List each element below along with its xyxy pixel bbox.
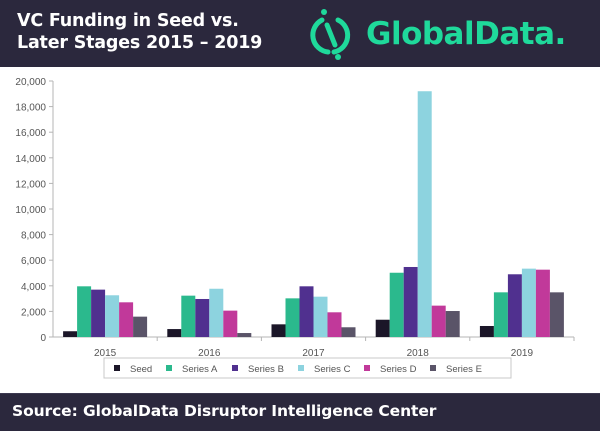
x-tick-label: 2016 xyxy=(198,348,221,359)
bar-series-b-2015 xyxy=(91,289,106,337)
bar-series-b-2018 xyxy=(403,266,418,337)
bar-series-a-2015 xyxy=(77,286,92,337)
bar-series-d-2016 xyxy=(223,310,238,337)
legend-label-series-e: Series E xyxy=(446,364,482,375)
legend-label-seed: Seed xyxy=(130,364,152,375)
y-tick-label: 12,000 xyxy=(15,179,46,190)
bar-series-c-2019 xyxy=(521,268,536,337)
bar-series-e-2015 xyxy=(133,316,148,337)
x-tick-label: 2018 xyxy=(407,348,430,359)
bar-series-d-2017 xyxy=(327,312,342,337)
chart-area: 0 2,000 4,000 6,000 8,000 10,000 12,000 14,000 1… xyxy=(0,67,600,393)
bar-chart: 0 2,000 4,000 6,000 8,000 10,000 12,000 14,000 1… xyxy=(15,77,575,379)
source-text: Source: GlobalData Disruptor Intelligenc… xyxy=(12,402,437,420)
legend-swatch-series-e xyxy=(430,365,436,371)
bar-series-d-2019 xyxy=(535,269,550,337)
y-tick-label: 0 xyxy=(40,333,46,344)
x-tick-label: 2019 xyxy=(511,348,534,359)
bar-series-c-2018 xyxy=(417,91,432,338)
globaldata-logo-icon xyxy=(310,9,351,60)
bar-seed-2018 xyxy=(375,319,390,337)
bar-seed-2019 xyxy=(479,325,494,337)
chart-title-line2: Later Stages 2015 – 2019 xyxy=(17,33,263,53)
legend-swatch-seed xyxy=(114,365,120,371)
legend-label-series-b: Series B xyxy=(248,364,284,375)
y-tick-label: 18,000 xyxy=(15,103,46,114)
legend-swatch-series-b xyxy=(232,365,238,371)
bar-series-a-2016 xyxy=(181,295,196,337)
y-tick-label: 8,000 xyxy=(21,231,46,242)
y-tick-label: 4,000 xyxy=(21,282,46,293)
y-tick-label: 2,000 xyxy=(21,307,46,318)
logo-text: GlobalData. xyxy=(366,16,566,52)
bar-seed-2016 xyxy=(167,329,182,337)
bar-series-a-2019 xyxy=(493,292,508,337)
bar-series-c-2015 xyxy=(105,295,120,337)
bar-series-e-2019 xyxy=(549,292,564,337)
bar-seed-2017 xyxy=(271,324,286,337)
y-tick-label: 20,000 xyxy=(15,77,46,88)
y-tick-label: 16,000 xyxy=(15,128,46,139)
x-tick-label: 2017 xyxy=(302,348,325,359)
legend-label-series-d: Series D xyxy=(380,364,417,375)
bar-series-d-2015 xyxy=(119,302,134,337)
legend-label-series-a: Series A xyxy=(182,364,218,375)
y-tick-label: 6,000 xyxy=(21,256,46,267)
legend-swatch-series-a xyxy=(166,365,172,371)
footer-banner: Source: GlobalData Disruptor Intelligenc… xyxy=(0,393,600,431)
bar-seed-2015 xyxy=(63,331,78,337)
bar-series-a-2017 xyxy=(285,298,300,337)
chart-title-line1: VC Funding in Seed vs. xyxy=(17,11,239,31)
y-tick-label: 10,000 xyxy=(15,205,46,216)
legend-box xyxy=(103,357,512,379)
bar-series-c-2016 xyxy=(209,288,224,337)
legend-swatch-series-c xyxy=(298,365,304,371)
bar-series-b-2017 xyxy=(299,286,314,337)
bar-series-e-2016 xyxy=(237,333,252,337)
bar-series-d-2018 xyxy=(431,305,446,337)
bar-series-b-2016 xyxy=(195,298,210,337)
globaldata-logo: GlobalData. xyxy=(308,8,566,60)
bar-series-e-2018 xyxy=(445,311,460,337)
bar-series-e-2017 xyxy=(341,327,356,337)
legend-label-series-c: Series C xyxy=(314,364,351,375)
chart-title: VC Funding in Seed vs. Later Stages 2015… xyxy=(17,10,262,54)
bar-series-b-2019 xyxy=(507,274,522,337)
bar-series-c-2017 xyxy=(313,296,328,337)
bar-series-a-2018 xyxy=(389,272,404,337)
y-tick-label: 14,000 xyxy=(15,154,46,165)
legend-swatch-series-d xyxy=(364,365,370,371)
x-tick-label: 2015 xyxy=(94,348,117,359)
header-banner: VC Funding in Seed vs. Later Stages 2015… xyxy=(0,0,600,67)
